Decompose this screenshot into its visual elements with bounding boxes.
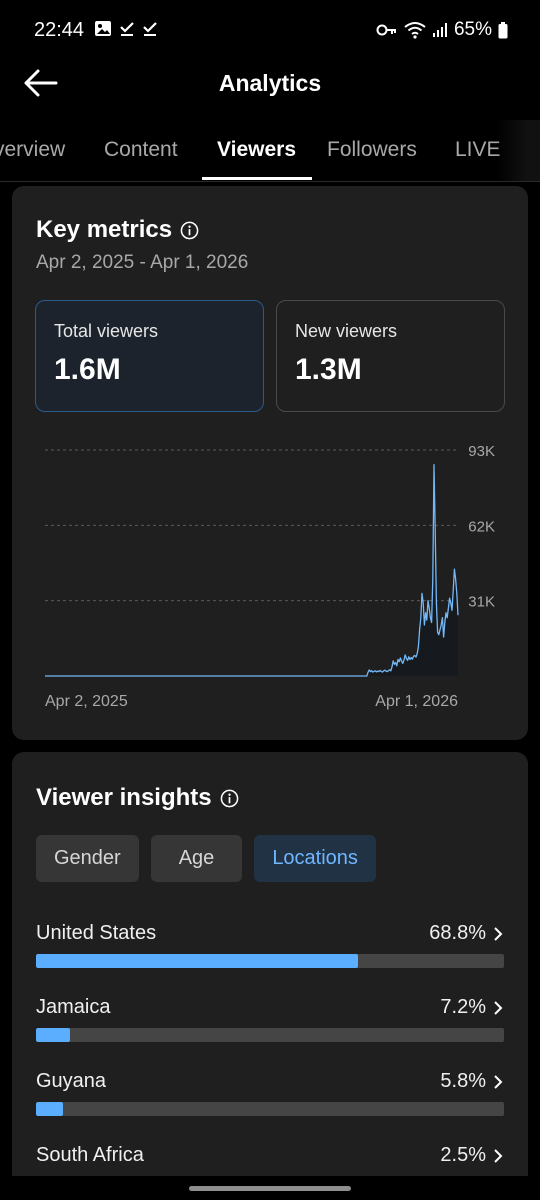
- location-bar-track: [36, 954, 504, 968]
- location-item-guyana[interactable]: Guyana 5.8%: [36, 1068, 504, 1142]
- app-header: Analytics: [0, 60, 540, 106]
- viewers-line-chart: 93K 62K 31K Apr 2, 2025 Apr 1, 2026: [45, 443, 495, 710]
- active-tab-indicator: [202, 177, 312, 180]
- location-percent: 5.8%: [440, 1070, 486, 1092]
- location-item-united-states[interactable]: United States 68.8%: [36, 920, 504, 994]
- metric-total-viewers[interactable]: Total viewers 1.6M: [35, 300, 264, 412]
- location-bar-fill: [36, 1028, 70, 1042]
- tab-followers[interactable]: Followers: [327, 138, 417, 161]
- home-indicator[interactable]: [189, 1186, 351, 1191]
- location-name: United States: [36, 922, 157, 944]
- chevron-right-icon: [494, 1074, 503, 1089]
- viewer-insights-title: Viewer insights: [36, 784, 212, 811]
- page-title: Analytics: [218, 70, 322, 96]
- location-percent: 2.5%: [440, 1144, 486, 1166]
- series-line: [45, 463, 459, 677]
- check-icon: [143, 22, 157, 36]
- date-range: Apr 2, 2025 - Apr 1, 2026: [36, 252, 249, 273]
- location-bar-track: [36, 1028, 504, 1042]
- location-percent: 68.8%: [429, 922, 486, 944]
- status-time: 22:44: [34, 19, 85, 41]
- key-metrics-heading: Key metrics: [36, 216, 199, 244]
- arrow-left-icon: [24, 69, 58, 97]
- series-area: [45, 464, 458, 676]
- viewer-insights-heading: Viewer insights: [36, 784, 239, 812]
- status-icons-right: 65%: [376, 19, 508, 41]
- x-tick-label-start: Apr 2, 2025: [45, 693, 128, 710]
- info-icon[interactable]: [180, 221, 199, 240]
- metric-label: Total viewers: [54, 321, 159, 341]
- tab-bar: verview Content Viewers Followers LIVE: [0, 120, 540, 182]
- filter-gender[interactable]: Gender: [36, 835, 139, 882]
- metric-value: 1.3M: [295, 353, 362, 386]
- tab-scroll-fade: [496, 120, 540, 181]
- location-percent: 7.2%: [440, 996, 486, 1018]
- location-value: 2.5%: [440, 1144, 504, 1167]
- battery-percent: 65%: [453, 19, 492, 40]
- metric-value: 1.6M: [54, 353, 121, 386]
- back-button[interactable]: [22, 66, 62, 100]
- location-list: United States 68.8% Jamaica 7.2% Guyana …: [36, 920, 504, 1200]
- location-item-jamaica[interactable]: Jamaica 7.2%: [36, 994, 504, 1068]
- battery-icon: [498, 21, 508, 38]
- location-bar-track: [36, 1102, 504, 1116]
- tab-overview[interactable]: verview: [0, 138, 66, 161]
- key-metrics-card: Key metrics Apr 2, 2025 - Apr 1, 2026 To…: [12, 186, 528, 740]
- chevron-right-icon: [494, 1148, 503, 1163]
- tab-content[interactable]: Content: [104, 138, 178, 161]
- location-name: South Africa: [36, 1144, 144, 1166]
- location-value: 5.8%: [440, 1070, 504, 1093]
- filter-age[interactable]: Age: [150, 835, 243, 882]
- signal-icon: [432, 23, 447, 37]
- info-icon[interactable]: [220, 789, 239, 808]
- chevron-right-icon: [494, 1000, 503, 1015]
- image-icon: [95, 21, 111, 36]
- y-tick-label: 93K: [468, 443, 495, 460]
- viewer-insights-card: Viewer insights Gender Age Locations Uni…: [12, 752, 528, 1200]
- check-icon: [120, 22, 134, 36]
- insight-filter-row: Gender Age Locations: [36, 835, 376, 882]
- location-value: 7.2%: [440, 996, 504, 1019]
- filter-locations[interactable]: Locations: [254, 835, 376, 882]
- y-tick-label: 62K: [468, 518, 495, 535]
- tab-live[interactable]: LIVE: [455, 138, 501, 161]
- metric-label: New viewers: [295, 321, 398, 341]
- y-tick-label: 31K: [468, 594, 495, 611]
- key-metrics-title: Key metrics: [36, 216, 173, 243]
- status-icons-left: [94, 20, 158, 37]
- location-bar-fill: [36, 954, 358, 968]
- chevron-right-icon: [494, 926, 503, 941]
- metric-new-viewers[interactable]: New viewers 1.3M: [276, 300, 505, 412]
- location-value: 68.8%: [429, 922, 504, 945]
- location-name: Guyana: [36, 1070, 107, 1092]
- x-tick-label-end: Apr 1, 2026: [375, 693, 458, 710]
- location-name: Jamaica: [36, 996, 111, 1018]
- vpn-key-icon: [376, 24, 396, 36]
- location-bar-fill: [36, 1102, 64, 1116]
- status-bar: 22:44 65: [0, 0, 540, 60]
- tab-viewers[interactable]: Viewers: [217, 138, 297, 161]
- wifi-icon: [404, 22, 426, 39]
